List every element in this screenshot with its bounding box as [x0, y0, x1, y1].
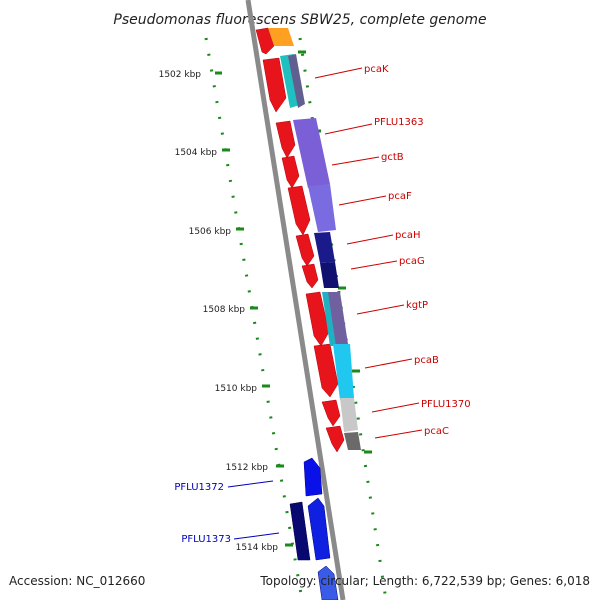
gene-label-pflu1372[interactable]: PFLU1372 — [174, 482, 224, 493]
kbp-label: 1508 kbp — [203, 305, 246, 315]
cog-block[interactable] — [288, 54, 305, 108]
kbp-label: 1502 kbp — [159, 70, 202, 80]
cog-block[interactable] — [314, 232, 335, 263]
gene-label-pflu1370[interactable]: PFLU1370 — [421, 399, 471, 410]
reverse-cds-track — [289, 457, 339, 600]
kbp-label: 1510 kbp — [215, 384, 258, 394]
map-title: Pseudomonas fluorescens SBW25, complete … — [113, 12, 486, 28]
gene-label-pflu1373[interactable]: PFLU1373 — [181, 534, 231, 545]
genome-summary-text: Topology: circular; Length: 6,722,539 bp… — [260, 574, 590, 588]
cds-arrow[interactable] — [287, 185, 311, 236]
gene-label-gctb[interactable]: gctB — [381, 152, 404, 163]
kbp-label: 1506 kbp — [189, 227, 232, 237]
gene-label-pcac[interactable]: pcaC — [424, 426, 449, 437]
cog-block[interactable] — [333, 344, 354, 400]
gene-label-pcag[interactable]: pcaG — [399, 256, 425, 267]
cog-color-track — [268, 28, 361, 450]
cds-arrow[interactable] — [301, 263, 319, 289]
cds-arrow[interactable] — [275, 120, 296, 159]
cog-block[interactable] — [340, 398, 358, 432]
cds-arrow[interactable] — [303, 457, 323, 497]
cds-arrow[interactable] — [281, 155, 300, 189]
cds-arrow[interactable] — [255, 27, 275, 55]
gene-labels: pcaK PFLU1363 gctB pcaF pcaH pcaG kgtP p… — [174, 64, 470, 545]
cds-arrow[interactable] — [305, 291, 330, 347]
gene-label-kgtp[interactable]: kgtP — [406, 300, 428, 311]
kbp-labels: 1502 kbp 1504 kbp 1506 kbp 1508 kbp 1510… — [159, 70, 279, 553]
kbp-label: 1512 kbp — [226, 463, 269, 473]
cds-arrow[interactable] — [289, 501, 311, 561]
cds-arrow[interactable] — [317, 565, 339, 600]
leader-lines-reverse — [227, 480, 280, 540]
gene-label-pcah[interactable]: pcaH — [395, 230, 421, 241]
kbp-label: 1514 kbp — [236, 543, 279, 553]
kbp-label: 1504 kbp — [175, 148, 218, 158]
cds-arrow[interactable] — [325, 425, 345, 453]
cog-block[interactable] — [344, 432, 361, 450]
cog-block[interactable] — [320, 262, 339, 288]
gene-label-pcaf[interactable]: pcaF — [388, 191, 412, 202]
forward-cds-track — [255, 27, 345, 453]
leader-lines-forward — [314, 67, 423, 439]
cds-arrow[interactable] — [321, 399, 341, 427]
gene-label-pflu1363[interactable]: PFLU1363 — [374, 117, 424, 128]
cds-arrow[interactable] — [313, 343, 339, 398]
cds-arrow[interactable] — [307, 497, 331, 561]
gene-label-pcab[interactable]: pcaB — [414, 355, 439, 366]
cog-block[interactable] — [308, 184, 336, 232]
cog-block[interactable] — [328, 292, 348, 346]
cds-arrow[interactable] — [262, 57, 287, 113]
accession-text: Accession: NC_012660 — [9, 574, 146, 588]
gene-label-pcak[interactable]: pcaK — [364, 64, 389, 75]
backbone-line — [245, 0, 346, 600]
cog-block[interactable] — [293, 118, 330, 188]
cds-arrow[interactable] — [295, 233, 315, 267]
cog-block[interactable] — [268, 28, 294, 46]
